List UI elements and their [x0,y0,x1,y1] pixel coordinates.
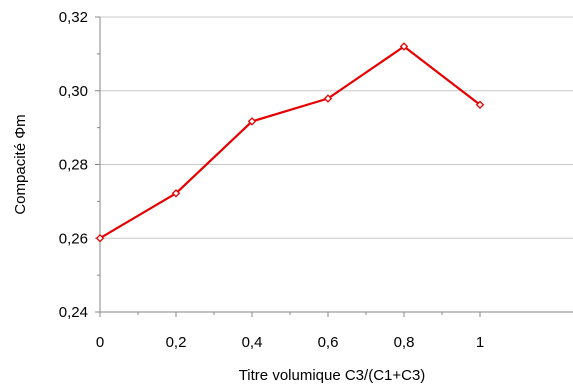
grid-lines [100,16,573,239]
series-line [99,45,481,240]
x-tick-label: 0 [96,334,104,351]
axes [95,16,573,317]
data-point-marker [95,233,105,243]
y-tick-label: 0,28 [59,157,88,174]
tick-labels: 0,24 0,26 0,28 0,30 0,32 0 0,2 0,4 0,6 0,8 1 [59,9,484,351]
x-tick-label: 0,4 [242,334,263,351]
x-tick-label: 1 [476,334,484,351]
y-tick-label: 0,24 [59,304,88,321]
data-point-marker [247,117,257,126]
y-tick-label: 0,30 [59,83,88,100]
x-tick-label: 0,8 [394,334,415,351]
y-tick-label: 0,32 [59,9,88,26]
y-axis-title: Compacité Φm [12,114,29,214]
y-tick-label: 0,26 [59,230,88,247]
x-tick-label: 0,2 [166,334,187,351]
data-series [95,42,485,243]
data-point-marker [475,100,485,110]
x-tick-label: 0,6 [318,334,339,351]
data-point-marker [399,42,409,51]
data-point-marker [323,94,333,103]
data-point-marker [171,189,181,198]
x-axis-title: Titre volumique C3/(C1+C3) [239,367,426,384]
